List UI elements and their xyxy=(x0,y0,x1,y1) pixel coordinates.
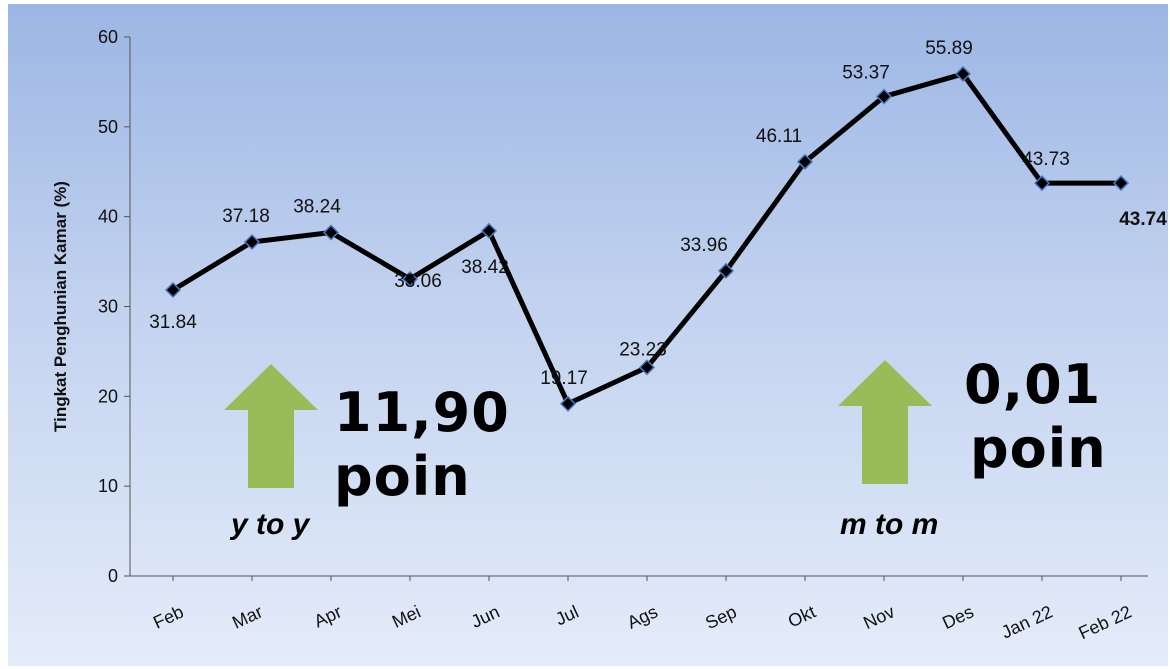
yoy-label: y to y xyxy=(231,508,310,541)
data-point xyxy=(243,233,261,251)
x-tick-label: Feb 22 xyxy=(1075,601,1134,643)
data-point xyxy=(875,88,893,105)
data-point xyxy=(322,224,340,241)
data-point xyxy=(401,270,419,288)
data-label: 33.96 xyxy=(680,235,728,256)
x-tick-label: Mar xyxy=(229,601,266,632)
data-label: 43.74 xyxy=(1119,209,1167,230)
y-tick-label: 40 xyxy=(98,207,118,227)
y-tick-label: 10 xyxy=(98,476,118,496)
x-tick-label: Des xyxy=(939,601,976,633)
data-label: 55.89 xyxy=(925,38,973,59)
x-tick-label: Feb xyxy=(150,601,187,632)
data-label: 31.84 xyxy=(149,312,197,333)
data-point xyxy=(954,65,972,82)
x-tick-label: Mei xyxy=(389,601,424,631)
data-label: 43.73 xyxy=(1022,149,1070,170)
x-tick-label: Ags xyxy=(624,601,661,632)
mtm-unit: poin xyxy=(970,417,1107,480)
x-tick-label: Jan 22 xyxy=(998,601,1055,642)
y-tick-label: 0 xyxy=(108,566,118,586)
yoy-value: 11,90 xyxy=(334,381,510,444)
line-chart: 0 10 20 30 40 50 60 Tingkat Penghunian Kamar (%… xyxy=(51,27,1167,643)
data-point xyxy=(717,262,735,279)
data-label: 23.23 xyxy=(619,339,667,360)
x-tick-label: Apr xyxy=(311,601,345,631)
data-point xyxy=(1033,175,1051,192)
y-tick-label: 60 xyxy=(98,27,118,47)
x-tick-label: Sep xyxy=(702,601,739,633)
y-axis-title: Tingkat Penghunian Kamar (%) xyxy=(51,181,70,432)
data-label: 38.42 xyxy=(461,257,509,278)
chart-area: 0 10 20 30 40 50 60 Tingkat Penghunian Kamar (%… xyxy=(8,4,1168,666)
y-tick-label: 50 xyxy=(98,117,118,137)
y-tick-label: 20 xyxy=(98,386,118,406)
data-point xyxy=(796,153,814,170)
x-tick-label: Okt xyxy=(785,601,819,631)
x-tick-label: Nov xyxy=(860,601,897,633)
data-label: 37.18 xyxy=(222,206,270,227)
data-label: 33.06 xyxy=(394,271,442,292)
data-point xyxy=(559,395,577,412)
data-label: 38.24 xyxy=(293,196,341,217)
mtm-label: m to m xyxy=(840,508,939,541)
data-label: 53.37 xyxy=(842,63,890,84)
data-point xyxy=(480,222,498,239)
mtm-value: 0,01 xyxy=(964,353,1102,416)
data-point xyxy=(164,281,182,299)
yoy-unit: poin xyxy=(334,445,471,508)
x-tick-label: Jun xyxy=(468,601,503,631)
data-label: 19.17 xyxy=(540,368,588,389)
data-label: 46.11 xyxy=(756,126,802,147)
data-point xyxy=(1112,175,1130,192)
x-tick-label: Jul xyxy=(552,601,581,629)
y-tick-label: 30 xyxy=(98,297,118,317)
data-point xyxy=(638,359,656,376)
